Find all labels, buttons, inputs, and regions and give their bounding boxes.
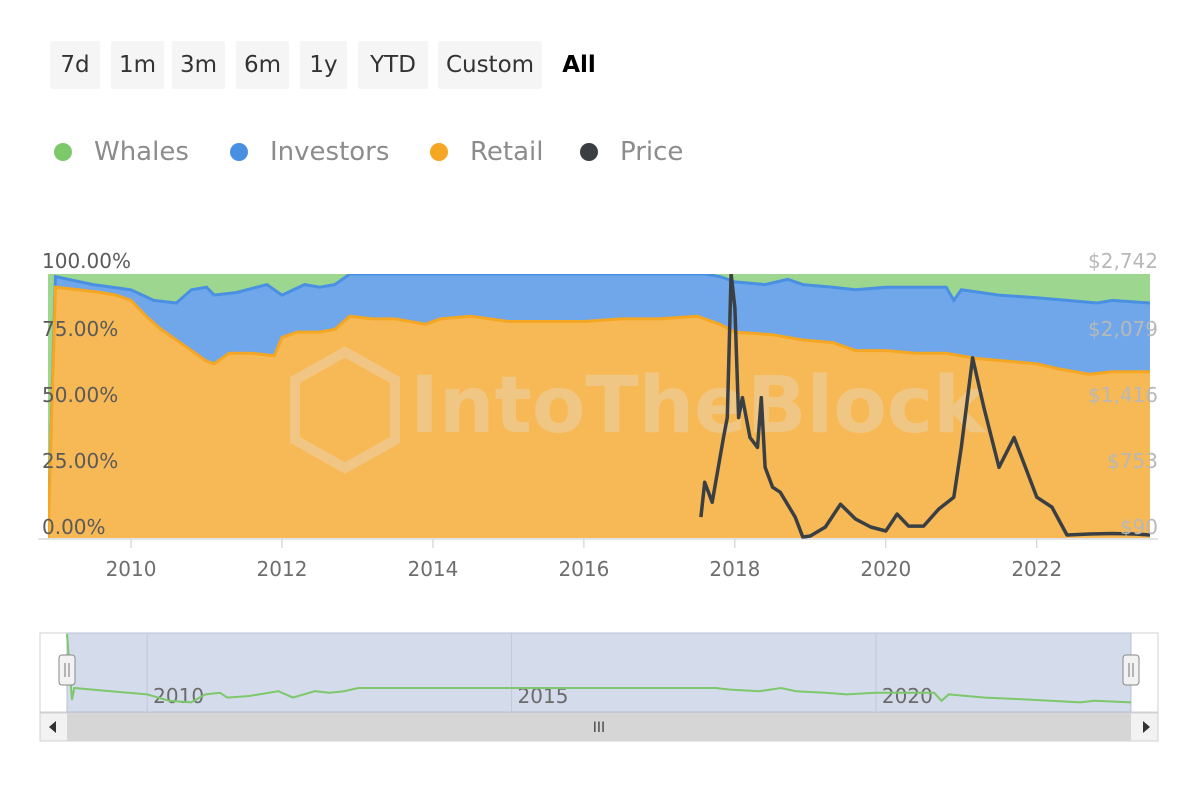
legend-dot-icon [430,143,448,161]
handle-grip-icon[interactable] [1122,654,1140,686]
watermark-text: IntoTheBlock [410,361,987,451]
y-left-tick-label: 100.00% [42,249,131,273]
x-tick-label: 2022 [1011,557,1062,581]
x-tick-label: 2020 [860,557,911,581]
y-left-tick-label: 0.00% [42,515,106,539]
watermark: IntoTheBlock [290,346,987,474]
navigator-selection[interactable] [66,632,1132,713]
range-button-6m[interactable]: 6m [236,41,289,89]
range-button-all[interactable]: All [562,52,596,78]
legend-item-whales[interactable]: Whales [54,132,189,172]
legend-item-investors[interactable]: Investors [230,132,389,172]
scrollbar-thumb[interactable] [67,713,1131,741]
series-area-retail [48,287,1150,538]
legend-dot-icon [580,143,598,161]
scroll-left-arrow-icon[interactable] [49,721,56,733]
navigator-handle-left[interactable] [58,654,76,686]
y-right-tick-label: $1,416 [1088,383,1158,407]
legend-dot-icon [54,143,72,161]
range-button-3m[interactable]: 3m [172,41,225,89]
watermark-logo-icon [290,346,400,474]
range-button-custom[interactable]: Custom [438,41,542,89]
range-button-1m[interactable]: 1m [111,41,164,89]
scrollbar-grip[interactable]: III [593,720,605,736]
scroll-right-arrow-icon[interactable] [1143,721,1150,733]
y-right-tick-label: $90 [1120,515,1158,539]
y-left-tick-label: 75.00% [42,317,118,341]
x-tick-label: 2014 [407,557,458,581]
legend-label: Whales [94,137,189,167]
range-button-7d[interactable]: 7d [50,41,100,89]
stacked-areas [48,274,1150,539]
navigator-tick-label: 2010 [153,684,204,708]
range-button-1y[interactable]: 1y [300,41,347,89]
x-tick-label: 2018 [709,557,760,581]
y-right-tick-label: $2,742 [1088,249,1158,273]
price-line [699,274,1150,539]
legend-dot-icon [230,143,248,161]
series-line-price [699,274,1150,539]
navigator-handle-right[interactable] [1122,654,1140,686]
y-left-tick-label: 25.00% [42,449,118,473]
y-right-tick-label: $753 [1107,449,1158,473]
y-right-tick-label: $2,079 [1088,317,1158,341]
legend-label: Price [620,137,684,167]
y-left-tick-label: 50.00% [42,383,118,407]
legend-item-retail[interactable]: Retail [430,132,543,172]
handle-grip-icon[interactable] [58,654,76,686]
x-tick-label: 2016 [558,557,609,581]
range-button-ytd[interactable]: YTD [358,41,428,89]
navigator-series-line [66,633,1132,704]
series-line-retail [48,285,1150,539]
x-tick-label: 2010 [106,557,157,581]
legend-label: Investors [270,137,390,167]
legend-item-price[interactable]: Price [580,132,683,172]
legend-label: Retail [470,137,544,167]
x-tick-label: 2012 [257,557,308,581]
axes: 0.00% 25.00% 50.00% 75.00% 100.00% $90 $753 $1,… [38,249,1158,581]
series-line-investors [48,274,1150,539]
navigator-tick-label: 2020 [882,684,933,708]
